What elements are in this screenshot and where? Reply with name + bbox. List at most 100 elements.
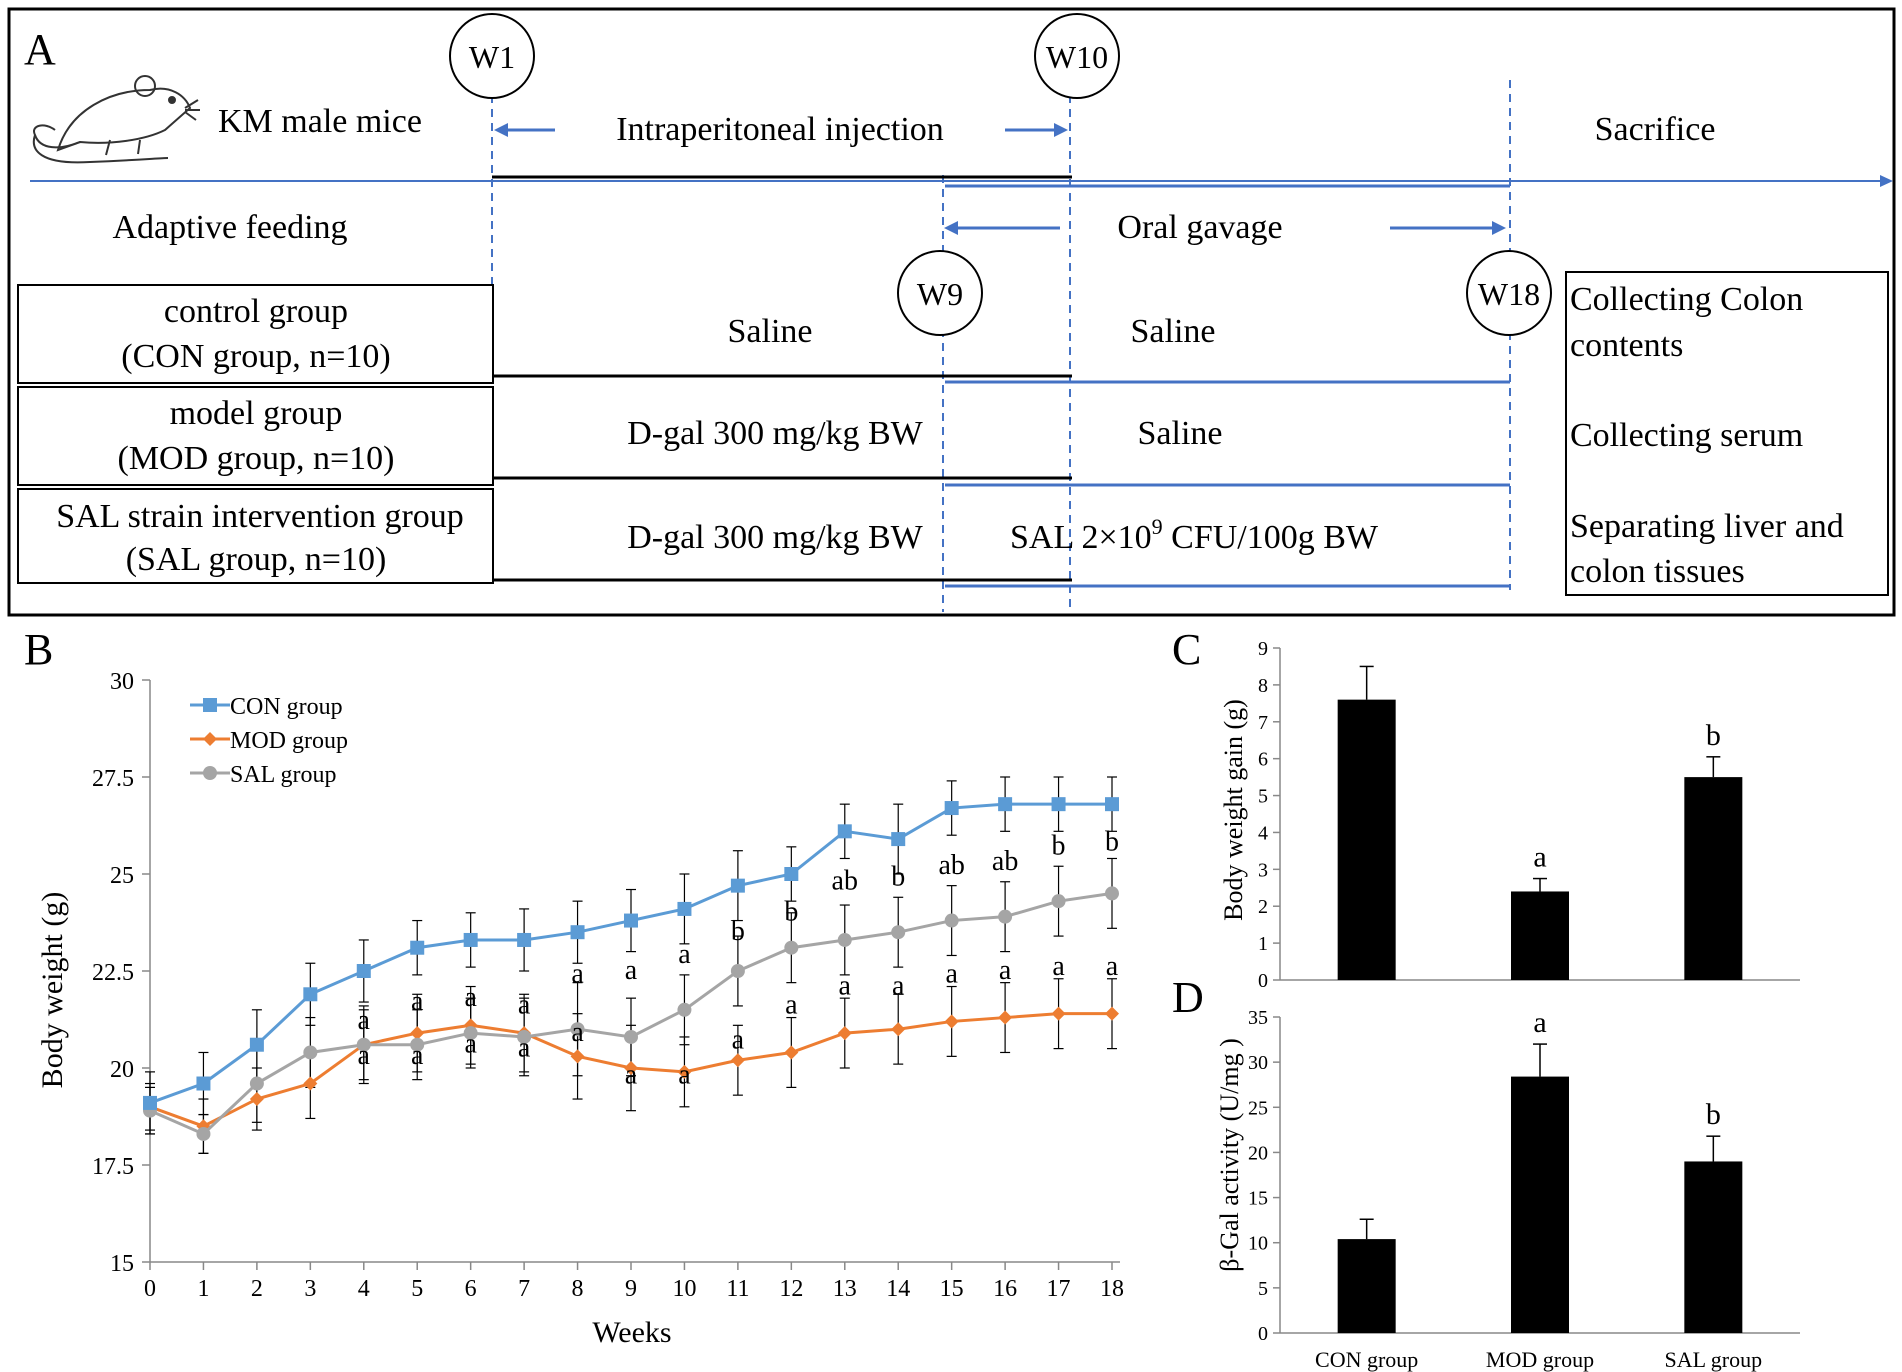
b-y-tick-label: 20 — [110, 1057, 134, 1083]
b-significance-label: a — [358, 1040, 371, 1071]
b-point-square — [677, 901, 692, 916]
mice-label: KM male mice — [218, 103, 422, 140]
panel-a-frame — [7, 7, 1896, 617]
b-point-square — [998, 797, 1013, 812]
b-significance-label: a — [411, 986, 424, 1017]
adaptive-feeding-label: Adaptive feeding — [112, 209, 347, 246]
panel-a-timeline: A KM male mice W1 W10 W9 W18 — [7, 7, 1896, 617]
b-point-diamond — [891, 1022, 906, 1037]
c-y-tick-label: 6 — [1258, 749, 1268, 771]
b-point-circle — [463, 1026, 478, 1041]
b-point-circle — [784, 940, 799, 955]
b-point-diamond — [570, 1049, 585, 1064]
c-bar — [1511, 891, 1569, 980]
b-x-tick-label: 3 — [304, 1276, 316, 1302]
b-x-tick-label: 11 — [726, 1276, 749, 1302]
b-x-tick-label: 12 — [779, 1276, 803, 1302]
d-significance-label: a — [1533, 1006, 1546, 1039]
c-y-tick-label: 1 — [1258, 933, 1268, 955]
b-point-circle — [624, 1029, 638, 1044]
d-y-tick-label: 25 — [1248, 1097, 1268, 1119]
c-y-tick-label: 4 — [1258, 822, 1268, 844]
b-point-square — [837, 824, 852, 839]
sal-gavage-exponent: 9 — [1152, 514, 1163, 539]
d-bar — [1684, 1161, 1743, 1333]
b-point-square — [570, 925, 585, 940]
sacrifice-label: Sacrifice — [1595, 111, 1716, 148]
w18-label: W18 — [1478, 276, 1540, 312]
panel-b-y-axis-label: Body weight (g) — [36, 892, 69, 1089]
b-x-tick-label: 18 — [1100, 1276, 1124, 1302]
d-y-tick-label: 10 — [1248, 1233, 1268, 1255]
c-bar — [1684, 777, 1743, 980]
b-point-diamond — [249, 1092, 264, 1107]
b-legend-marker — [203, 698, 217, 712]
b-significance-label: b — [891, 862, 905, 893]
w9-label: W9 — [917, 276, 963, 312]
b-significance-label: a — [1106, 951, 1119, 982]
b-point-diamond — [944, 1014, 959, 1029]
d-y-tick-label: 15 — [1248, 1188, 1268, 1210]
phase-gavage-label: Oral gavage — [1117, 209, 1282, 246]
b-x-tick-label: 1 — [197, 1276, 209, 1302]
b-point-circle — [1105, 886, 1119, 901]
c-y-tick-label: 2 — [1258, 896, 1268, 918]
b-point-square — [356, 964, 371, 978]
d-category-label: CON group — [1315, 1347, 1418, 1372]
b-x-tick-label: 4 — [358, 1276, 370, 1302]
b-point-diamond — [1051, 1006, 1066, 1021]
b-point-square — [196, 1076, 211, 1091]
b-legend-label: MOD group — [230, 728, 348, 754]
d-y-tick-label: 35 — [1248, 1007, 1268, 1029]
b-point-square — [944, 801, 959, 816]
b-significance-label: a — [999, 955, 1012, 986]
b-legend-label: SAL group — [230, 762, 336, 788]
b-x-tick-label: 17 — [1047, 1276, 1071, 1302]
b-x-tick-label: 9 — [625, 1276, 637, 1302]
sal-gavage-prefix: SAL 2×10 — [1010, 519, 1152, 556]
collection-item3-line2: colon tissues — [1570, 553, 1745, 590]
b-x-tick-label: 0 — [144, 1276, 156, 1302]
b-point-square — [730, 878, 745, 893]
group-box-mod — [17, 386, 494, 486]
w9-circle — [897, 250, 983, 336]
b-point-diamond — [837, 1026, 852, 1041]
b-point-diamond — [784, 1045, 799, 1060]
panel-c-y-axis-label: Body weight gain (g) — [1219, 699, 1248, 921]
d-y-tick-label: 20 — [1248, 1142, 1268, 1164]
b-point-square — [1105, 797, 1119, 812]
panel-b-legend: CON group MOD group SAL group — [190, 694, 348, 788]
b-x-tick-label: 6 — [465, 1276, 477, 1302]
timeline-arrowhead-icon — [1880, 175, 1893, 187]
b-point-circle — [837, 932, 852, 947]
b-significance-label: a — [1052, 951, 1065, 982]
panel-a-label: A — [24, 25, 56, 74]
phase-injection-label: Intraperitoneal injection — [616, 111, 944, 148]
group-con-name-line1: control group — [164, 293, 348, 330]
w10-label: W10 — [1046, 39, 1108, 75]
b-y-tick-label: 25 — [110, 863, 134, 889]
b-significance-label: ab — [938, 850, 964, 881]
b-point-diamond — [677, 1064, 692, 1079]
c-y-tick-label: 9 — [1258, 638, 1268, 660]
b-point-circle — [998, 909, 1013, 924]
b-significance-label: a — [358, 1005, 371, 1036]
d-y-tick-label: 30 — [1248, 1052, 1268, 1074]
group-sal-name-line2: (SAL group, n=10) — [126, 541, 387, 578]
b-significance-label: a — [945, 959, 958, 990]
d-significance-label: b — [1706, 1098, 1721, 1131]
group-box-sal — [17, 488, 494, 584]
collection-item3-line1: Separating liver and — [1570, 508, 1844, 545]
b-x-tick-label: 13 — [833, 1276, 857, 1302]
group-mod-name-line1: model group — [170, 395, 343, 432]
injection-arrow-right-icon — [1054, 123, 1068, 137]
b-point-square — [143, 1095, 157, 1110]
group-box-con — [17, 284, 494, 384]
b-point-square — [517, 932, 532, 947]
panel-c-bars: ab — [1337, 665, 1743, 980]
b-point-circle — [570, 1022, 585, 1037]
b-significance-label: b — [1052, 831, 1066, 862]
